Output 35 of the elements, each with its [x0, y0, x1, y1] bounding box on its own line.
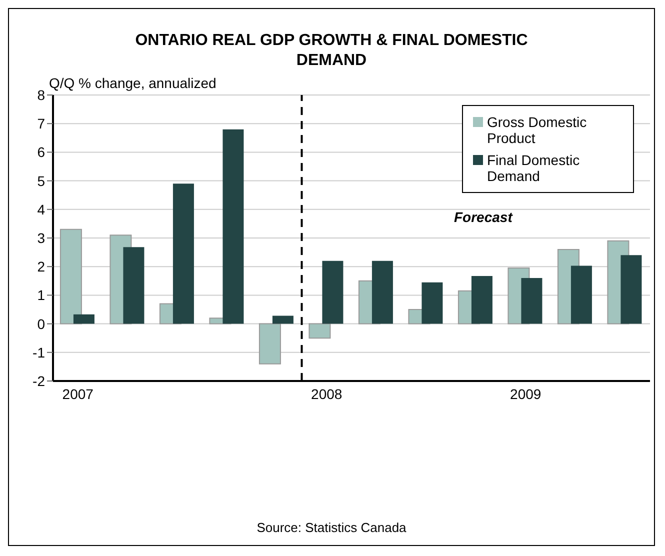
y-tick-label: 8 [37, 86, 46, 103]
source-note: Source: Statistics Canada [256, 520, 408, 535]
bar [222, 129, 244, 324]
bar [308, 323, 331, 339]
y-tick-label: 0 [37, 316, 46, 332]
legend-label: Final Domestic Demand [487, 152, 581, 184]
x-tick-label: 2008 [311, 386, 342, 402]
bar [258, 323, 281, 364]
bar [570, 266, 592, 324]
bar [471, 276, 492, 324]
bar [422, 282, 443, 324]
y-tick-label: 6 [37, 144, 46, 160]
y-tick-label: 3 [37, 230, 46, 246]
chart-title: ONTARIO REAL GDP GROWTH & FINAL DOMESTIC DEMAND [134, 31, 529, 71]
y-tick-label: 4 [37, 201, 46, 218]
bar [123, 247, 144, 324]
bar [372, 260, 393, 324]
x-tick-label: 2007 [62, 386, 94, 402]
bar [60, 228, 82, 324]
y-tick-label: 5 [37, 172, 46, 189]
x-tick-label: 2009 [510, 386, 542, 402]
y-tick-label: 2 [37, 258, 46, 275]
legend-label: Gross Domestic Product [487, 114, 588, 146]
y-tick-label: -1 [32, 344, 46, 360]
y-tick-label: -2 [32, 372, 46, 389]
y-tick-label: 7 [37, 116, 46, 132]
annotation: Forecast [454, 209, 512, 225]
bar [521, 278, 542, 324]
bar [322, 260, 344, 324]
bar [272, 316, 294, 324]
bar [620, 255, 642, 324]
y-tick-label: 1 [37, 287, 46, 304]
bar [73, 314, 94, 324]
bar [172, 184, 194, 324]
y-axis-title: Q/Q % change, annualized [49, 75, 216, 91]
